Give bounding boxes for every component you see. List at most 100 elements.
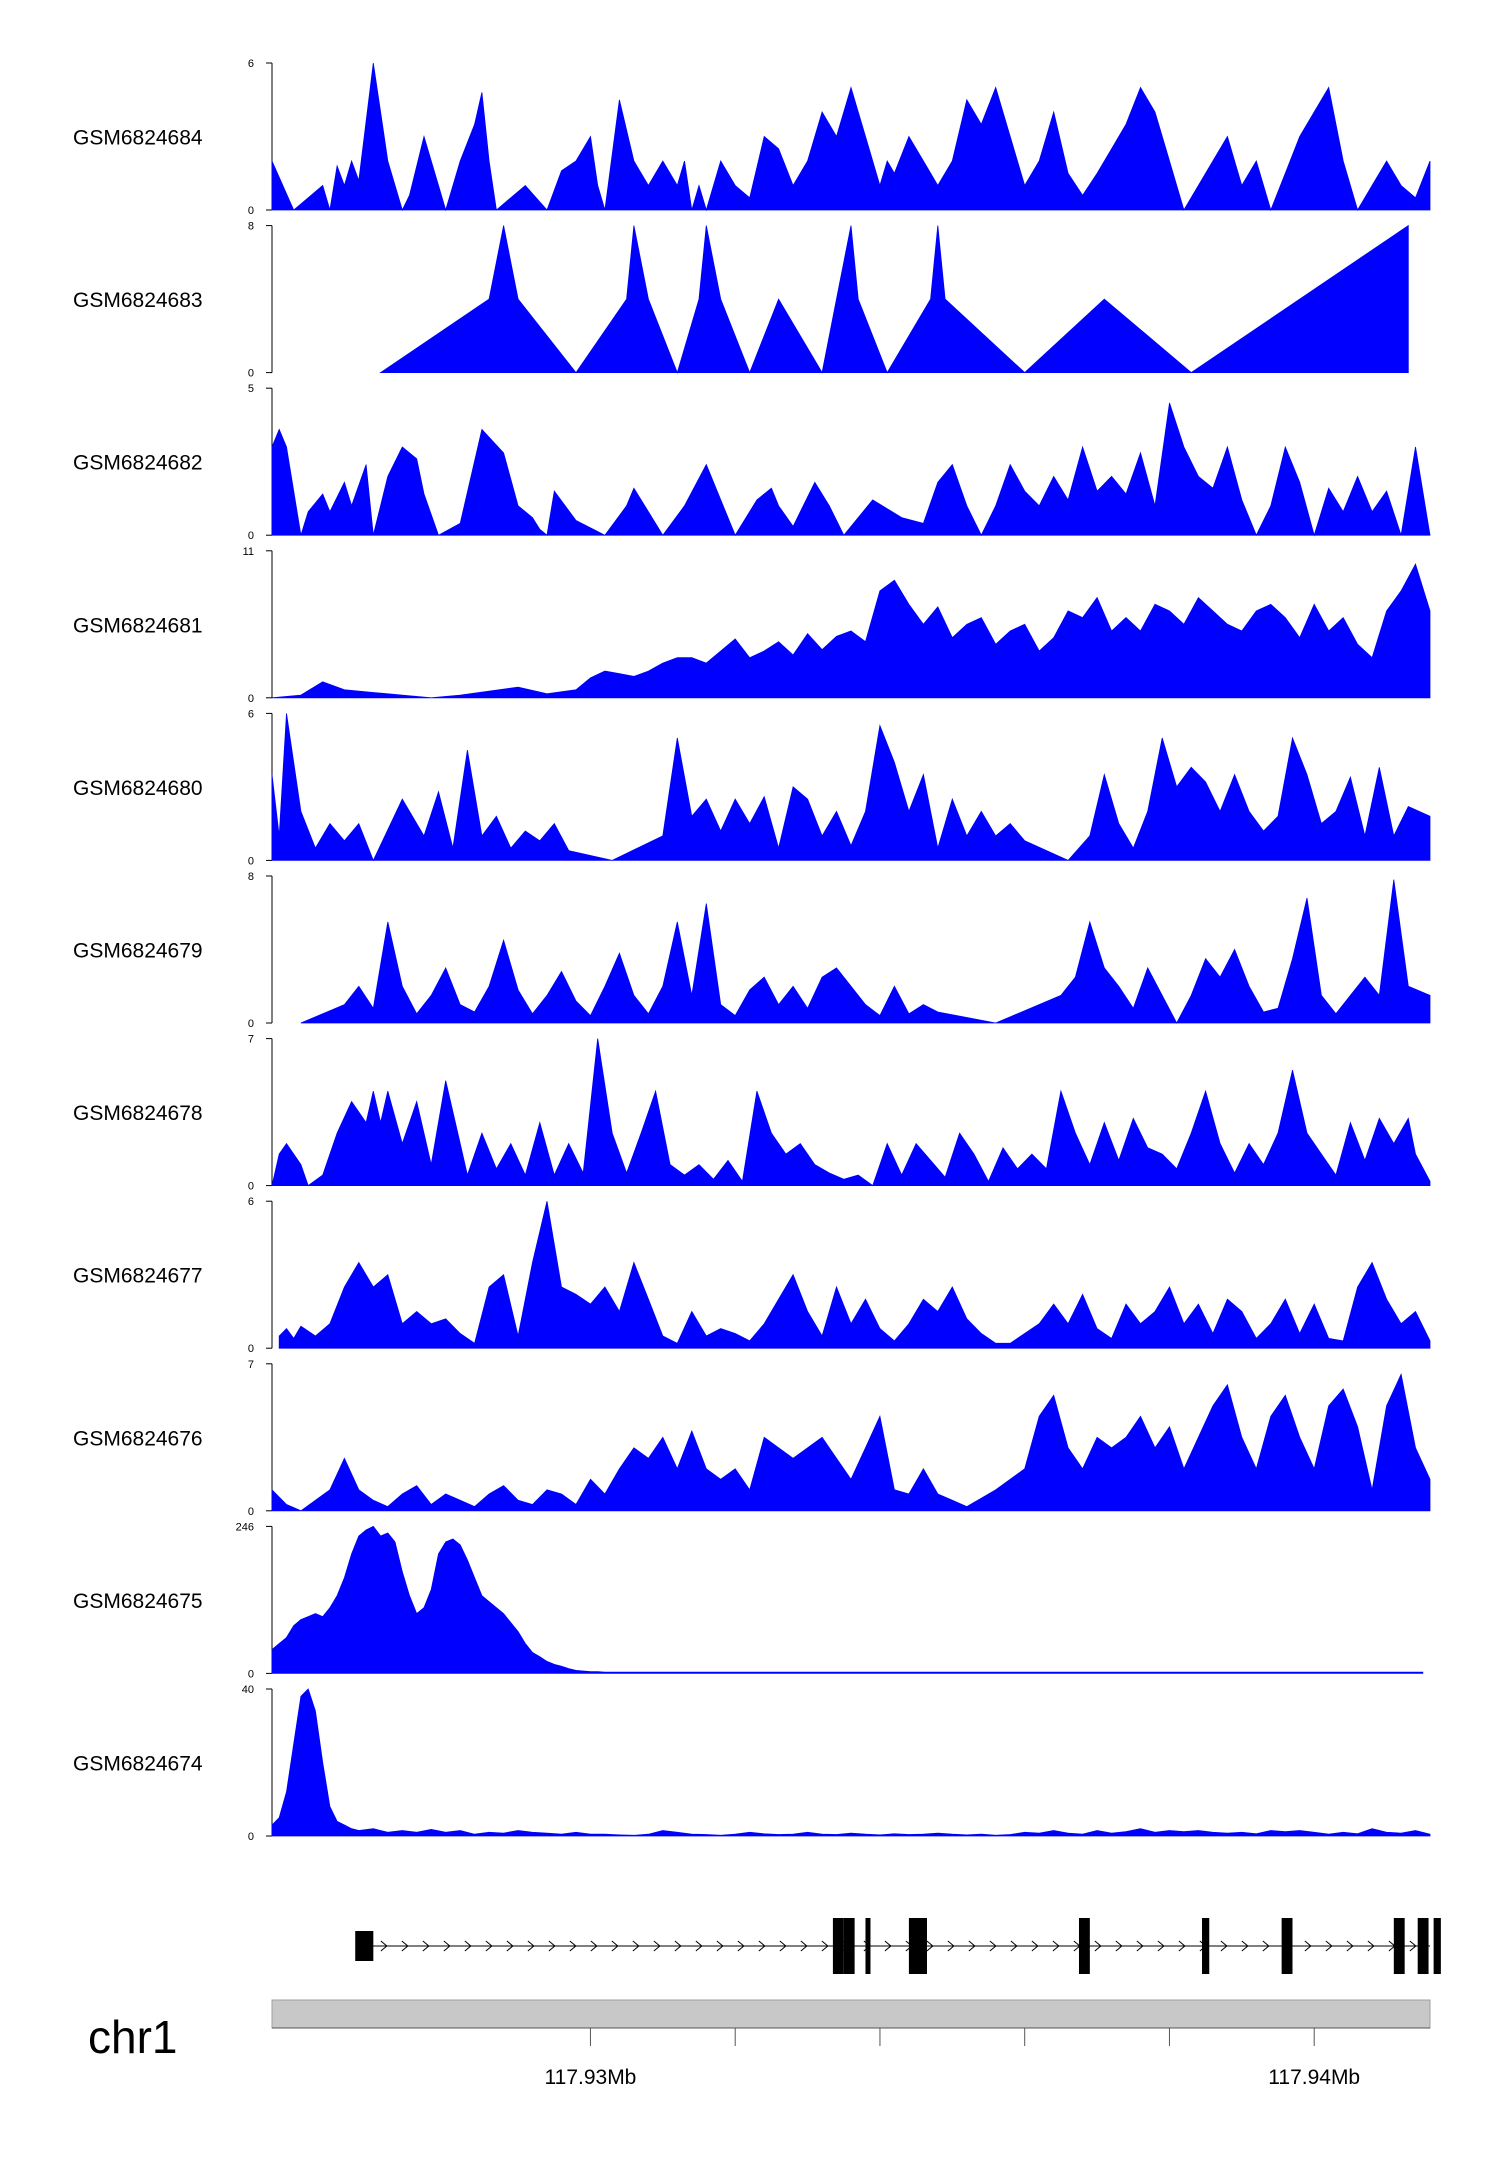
- strand-arrow: [1136, 1940, 1144, 1952]
- data-tracks: GSM682468460GSM682468380GSM682468250GSM6…: [73, 58, 1431, 1843]
- strand-arrow: [506, 1940, 514, 1952]
- exon: [1417, 1918, 1429, 1974]
- track-label: GSM6824678: [73, 1102, 203, 1125]
- track-gsm6824683: GSM6824683 8 0: [73, 221, 1409, 380]
- track-ymax-label: 5: [248, 383, 254, 395]
- strand-arrow: [947, 1940, 955, 1952]
- exon: [1393, 1918, 1405, 1974]
- strand-arrow: [401, 1940, 409, 1952]
- strand-arrow: [443, 1940, 451, 1952]
- axis-tick-label: 117.94Mb: [1268, 2066, 1360, 2089]
- track-ymin-label: 0: [248, 1506, 254, 1518]
- axis-tick-label: 117.93Mb: [545, 2066, 637, 2089]
- strand-arrow: [695, 1940, 703, 1952]
- strand-arrow: [1409, 1940, 1417, 1952]
- track-ymax-label: 6: [248, 1196, 254, 1208]
- strand-arrow: [653, 1940, 661, 1952]
- strand-arrow: [674, 1940, 682, 1952]
- track-label: GSM6824675: [73, 1590, 203, 1613]
- strand-arrow: [632, 1940, 640, 1952]
- strand-arrow: [1346, 1940, 1354, 1952]
- track-gsm6824675: GSM6824675 246 0: [73, 1521, 1424, 1680]
- strand-arrow: [1241, 1940, 1249, 1952]
- strand-arrow: [1094, 1940, 1102, 1952]
- strand-arrow: [1115, 1940, 1123, 1952]
- exon: [1202, 1918, 1210, 1974]
- coverage-area: [300, 879, 1431, 1024]
- strand-arrow: [1262, 1940, 1270, 1952]
- coverage-area: [271, 1525, 1424, 1674]
- strand-arrow: [779, 1940, 787, 1952]
- coverage-area: [271, 402, 1431, 537]
- track-ymin-label: 0: [248, 1668, 254, 1680]
- chromosome-ideogram: chr1: [88, 1999, 1431, 2063]
- track-gsm6824676: GSM6824676 7 0: [73, 1359, 1431, 1518]
- strand-arrow: [1304, 1940, 1312, 1952]
- strand-arrow: [821, 1940, 829, 1952]
- strand-arrow: [1178, 1940, 1186, 1952]
- track-ymin-label: 0: [248, 1018, 254, 1030]
- track-ymax-label: 7: [248, 1034, 254, 1046]
- strand-arrow: [758, 1940, 766, 1952]
- chromosome-label: chr1: [88, 2011, 177, 2063]
- track-label: GSM6824681: [73, 614, 203, 637]
- track-ymin-label: 0: [248, 205, 254, 217]
- track-ymax-label: 8: [248, 221, 254, 233]
- strand-arrow: [884, 1940, 892, 1952]
- strand-arrow: [464, 1940, 472, 1952]
- genome-axis: 117.93Mb 117.94Mb: [272, 2027, 1430, 2089]
- track-label: GSM6824683: [73, 289, 203, 312]
- track-ymin-label: 0: [248, 693, 254, 705]
- strand-arrow: [422, 1940, 430, 1952]
- exon: [1433, 1918, 1441, 1974]
- exon: [1078, 1918, 1090, 1974]
- strand-arrow: [590, 1940, 598, 1952]
- track-ymin-label: 0: [248, 530, 254, 542]
- strand-arrow: [716, 1940, 724, 1952]
- ideogram-bar: [271, 1999, 1431, 2029]
- track-label: GSM6824674: [73, 1753, 203, 1776]
- strand-arrow: [1367, 1940, 1375, 1952]
- exon: [355, 1931, 374, 1961]
- exon: [843, 1918, 855, 1974]
- track-ymax-label: 40: [242, 1684, 254, 1696]
- track-label: GSM6824679: [73, 940, 203, 963]
- coverage-area: [271, 713, 1431, 862]
- exon: [1281, 1918, 1293, 1974]
- strand-arrow: [800, 1940, 808, 1952]
- strand-arrow: [989, 1940, 997, 1952]
- track-ymin-label: 0: [248, 1181, 254, 1193]
- exon: [908, 1918, 927, 1974]
- strand-arrow: [1010, 1940, 1018, 1952]
- strand-arrow: [485, 1940, 493, 1952]
- coverage-area: [271, 1373, 1431, 1512]
- track-label: GSM6824677: [73, 1265, 203, 1288]
- track-ymin-label: 0: [248, 855, 254, 867]
- strand-arrow: [1031, 1940, 1039, 1952]
- track-ymax-label: 6: [248, 708, 254, 720]
- track-ymin-label: 0: [248, 1831, 254, 1843]
- coverage-area: [271, 1688, 1431, 1837]
- coverage-area: [271, 1038, 1431, 1187]
- track-ymin-label: 0: [248, 1343, 254, 1355]
- strand-arrow: [1052, 1940, 1060, 1952]
- track-gsm6824679: GSM6824679 8 0: [73, 871, 1431, 1030]
- strand-arrow: [527, 1940, 535, 1952]
- track-gsm6824678: GSM6824678 7 0: [73, 1034, 1431, 1193]
- strand-arrow: [926, 1940, 934, 1952]
- track-gsm6824677: GSM6824677 6 0: [73, 1196, 1431, 1355]
- track-ymax-label: 11: [243, 546, 254, 558]
- strand-arrow: [968, 1940, 976, 1952]
- exon: [832, 1918, 844, 1974]
- strand-arrow: [548, 1940, 556, 1952]
- strand-arrow: [1157, 1940, 1165, 1952]
- track-label: GSM6824682: [73, 452, 203, 475]
- strand-arrow: [1220, 1940, 1228, 1952]
- track-gsm6824674: GSM6824674 40 0: [73, 1684, 1431, 1843]
- track-gsm6824680: GSM6824680 6 0: [73, 708, 1431, 867]
- track-ymax-label: 6: [248, 58, 254, 70]
- coverage-area: [278, 1201, 1431, 1349]
- track-label: GSM6824680: [73, 777, 203, 800]
- strand-arrow: [737, 1940, 745, 1952]
